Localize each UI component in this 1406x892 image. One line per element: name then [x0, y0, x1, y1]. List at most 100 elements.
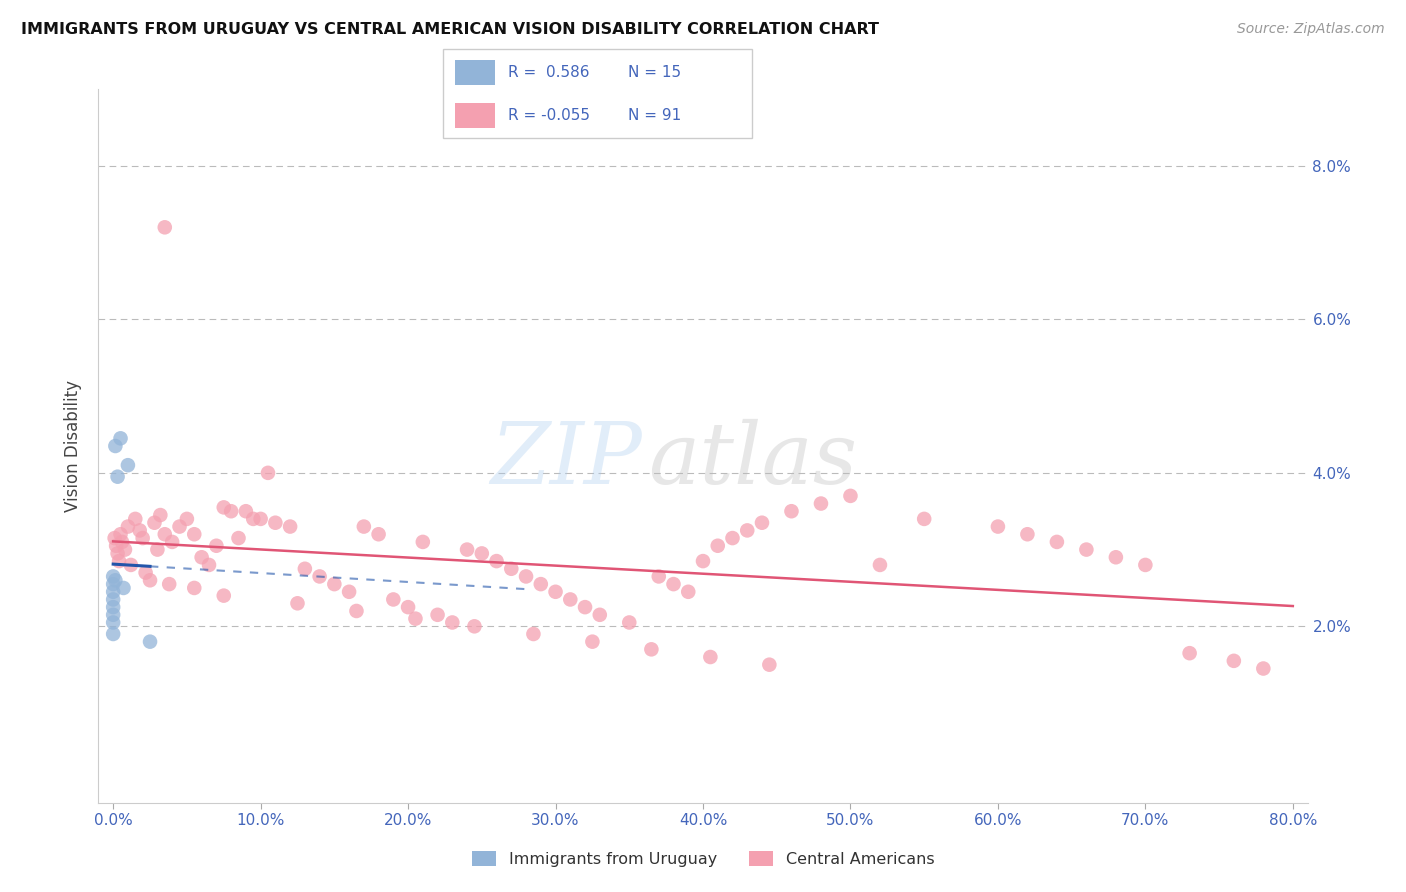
Point [128, 524, 150, 538]
Point [589, 607, 612, 622]
Point [1017, 527, 1039, 541]
Text: ZIP: ZIP [491, 419, 643, 501]
Point [114, 542, 136, 557]
Point [190, 550, 212, 565]
Point [257, 466, 280, 480]
Point [1135, 558, 1157, 572]
Point [101, 615, 124, 630]
Point [146, 542, 169, 557]
Point [522, 627, 544, 641]
Point [101, 600, 124, 615]
Point [346, 604, 368, 618]
Point [242, 512, 264, 526]
Point [198, 558, 221, 572]
Point [287, 596, 309, 610]
Point [117, 519, 139, 533]
Point [751, 516, 773, 530]
Point [160, 535, 183, 549]
Point [212, 589, 235, 603]
Text: R =  0.586: R = 0.586 [508, 65, 589, 79]
Point [212, 500, 235, 515]
Point [120, 558, 142, 572]
Point [183, 581, 205, 595]
Point [758, 657, 780, 672]
Point [1223, 654, 1246, 668]
Point [108, 554, 131, 568]
Point [104, 439, 127, 453]
Point [581, 634, 603, 648]
Point [640, 642, 662, 657]
Point [112, 581, 135, 595]
Point [987, 519, 1010, 533]
Point [530, 577, 553, 591]
Point [1046, 535, 1069, 549]
Point [176, 512, 198, 526]
Point [574, 600, 596, 615]
Text: atlas: atlas [648, 419, 858, 501]
Point [662, 577, 685, 591]
Point [249, 512, 271, 526]
Point [101, 627, 124, 641]
Point [101, 584, 124, 599]
Point [101, 569, 124, 583]
Point [110, 431, 132, 445]
Point [648, 569, 671, 583]
Point [396, 600, 419, 615]
Legend: Immigrants from Uruguay, Central Americans: Immigrants from Uruguay, Central America… [465, 845, 941, 873]
Point [706, 539, 728, 553]
Point [426, 607, 449, 622]
Point [107, 469, 129, 483]
Point [560, 592, 582, 607]
Point [117, 458, 139, 473]
Point [228, 531, 250, 545]
Point [104, 531, 127, 545]
Point [139, 634, 162, 648]
Point [810, 497, 832, 511]
Point [678, 584, 700, 599]
Point [219, 504, 242, 518]
FancyBboxPatch shape [456, 60, 495, 85]
Point [463, 619, 485, 633]
Point [544, 584, 567, 599]
Point [135, 566, 157, 580]
Point [412, 535, 434, 549]
Point [139, 574, 162, 588]
Point [912, 512, 935, 526]
Point [149, 508, 172, 522]
Point [1076, 542, 1098, 557]
Point [1253, 661, 1275, 675]
Point [107, 546, 129, 560]
Text: N = 15: N = 15 [628, 65, 682, 79]
Point [869, 558, 891, 572]
Point [515, 569, 537, 583]
FancyBboxPatch shape [443, 49, 752, 138]
Point [104, 574, 127, 588]
Point [264, 516, 287, 530]
Point [367, 527, 389, 541]
Point [501, 562, 523, 576]
Point [153, 220, 176, 235]
Point [1105, 550, 1128, 565]
Point [308, 569, 330, 583]
Point [456, 542, 478, 557]
Point [110, 527, 132, 541]
Point [471, 546, 494, 560]
Text: R = -0.055: R = -0.055 [508, 108, 591, 122]
Point [441, 615, 464, 630]
Point [101, 592, 124, 607]
Point [131, 531, 153, 545]
Point [721, 531, 744, 545]
Point [353, 519, 375, 533]
Point [205, 539, 228, 553]
Text: Source: ZipAtlas.com: Source: ZipAtlas.com [1237, 22, 1385, 37]
Point [485, 554, 508, 568]
Text: IMMIGRANTS FROM URUGUAY VS CENTRAL AMERICAN VISION DISABILITY CORRELATION CHART: IMMIGRANTS FROM URUGUAY VS CENTRAL AMERI… [21, 22, 879, 37]
Point [143, 516, 166, 530]
Point [153, 527, 176, 541]
Point [1178, 646, 1201, 660]
Point [619, 615, 641, 630]
Point [105, 539, 128, 553]
Point [735, 524, 758, 538]
Point [382, 592, 405, 607]
Point [294, 562, 316, 576]
